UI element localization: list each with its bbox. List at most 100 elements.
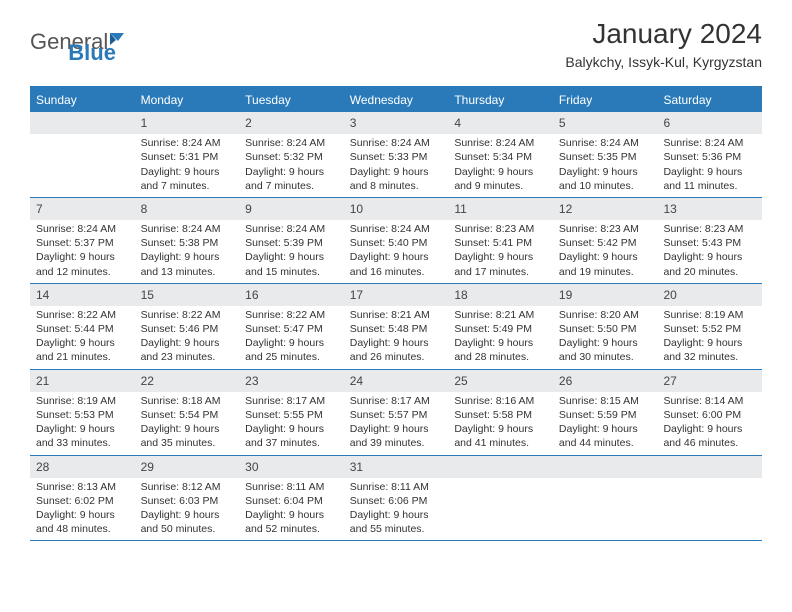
day-number: 22 [135, 370, 240, 392]
day-cell: 28Sunrise: 8:13 AMSunset: 6:02 PMDayligh… [30, 456, 135, 541]
day-details: Sunrise: 8:11 AMSunset: 6:04 PMDaylight:… [239, 478, 344, 541]
day-cell [30, 112, 135, 197]
day-cell: 5Sunrise: 8:24 AMSunset: 5:35 PMDaylight… [553, 112, 658, 197]
daylight-text: Daylight: 9 hours and 26 minutes. [350, 336, 443, 364]
day-details: Sunrise: 8:22 AMSunset: 5:47 PMDaylight:… [239, 306, 344, 369]
logo-text-blue: Blue [68, 40, 116, 66]
day-cell: 1Sunrise: 8:24 AMSunset: 5:31 PMDaylight… [135, 112, 240, 197]
sunset-text: Sunset: 5:41 PM [454, 236, 547, 250]
sunrise-text: Sunrise: 8:24 AM [350, 136, 443, 150]
day-number [448, 456, 553, 478]
day-details: Sunrise: 8:24 AMSunset: 5:38 PMDaylight:… [135, 220, 240, 283]
sunrise-text: Sunrise: 8:19 AM [36, 394, 129, 408]
sunset-text: Sunset: 5:31 PM [141, 150, 234, 164]
week-row: 14Sunrise: 8:22 AMSunset: 5:44 PMDayligh… [30, 284, 762, 370]
sunrise-text: Sunrise: 8:23 AM [663, 222, 756, 236]
sunrise-text: Sunrise: 8:18 AM [141, 394, 234, 408]
sunrise-text: Sunrise: 8:22 AM [141, 308, 234, 322]
month-title: January 2024 [565, 18, 762, 50]
weeks-container: 1Sunrise: 8:24 AMSunset: 5:31 PMDaylight… [30, 112, 762, 541]
day-details: Sunrise: 8:18 AMSunset: 5:54 PMDaylight:… [135, 392, 240, 455]
day-number: 30 [239, 456, 344, 478]
sunrise-text: Sunrise: 8:24 AM [141, 136, 234, 150]
day-cell: 26Sunrise: 8:15 AMSunset: 5:59 PMDayligh… [553, 370, 658, 455]
sunset-text: Sunset: 5:58 PM [454, 408, 547, 422]
day-number: 10 [344, 198, 449, 220]
day-number: 16 [239, 284, 344, 306]
daylight-text: Daylight: 9 hours and 30 minutes. [559, 336, 652, 364]
day-details: Sunrise: 8:17 AMSunset: 5:55 PMDaylight:… [239, 392, 344, 455]
day-cell: 30Sunrise: 8:11 AMSunset: 6:04 PMDayligh… [239, 456, 344, 541]
day-number: 12 [553, 198, 658, 220]
week-row: 28Sunrise: 8:13 AMSunset: 6:02 PMDayligh… [30, 456, 762, 542]
day-details: Sunrise: 8:24 AMSunset: 5:31 PMDaylight:… [135, 134, 240, 197]
sunrise-text: Sunrise: 8:24 AM [559, 136, 652, 150]
sunset-text: Sunset: 5:33 PM [350, 150, 443, 164]
day-details: Sunrise: 8:24 AMSunset: 5:39 PMDaylight:… [239, 220, 344, 283]
day-details: Sunrise: 8:19 AMSunset: 5:52 PMDaylight:… [657, 306, 762, 369]
sunrise-text: Sunrise: 8:15 AM [559, 394, 652, 408]
day-details: Sunrise: 8:24 AMSunset: 5:37 PMDaylight:… [30, 220, 135, 283]
day-header-cell: Friday [553, 88, 658, 112]
day-cell: 11Sunrise: 8:23 AMSunset: 5:41 PMDayligh… [448, 198, 553, 283]
sunset-text: Sunset: 5:38 PM [141, 236, 234, 250]
day-cell: 20Sunrise: 8:19 AMSunset: 5:52 PMDayligh… [657, 284, 762, 369]
day-details: Sunrise: 8:24 AMSunset: 5:34 PMDaylight:… [448, 134, 553, 197]
daylight-text: Daylight: 9 hours and 25 minutes. [245, 336, 338, 364]
sunrise-text: Sunrise: 8:22 AM [245, 308, 338, 322]
day-header-cell: Thursday [448, 88, 553, 112]
sunset-text: Sunset: 5:54 PM [141, 408, 234, 422]
day-cell: 23Sunrise: 8:17 AMSunset: 5:55 PMDayligh… [239, 370, 344, 455]
day-cell: 13Sunrise: 8:23 AMSunset: 5:43 PMDayligh… [657, 198, 762, 283]
day-number: 7 [30, 198, 135, 220]
daylight-text: Daylight: 9 hours and 17 minutes. [454, 250, 547, 278]
sunrise-text: Sunrise: 8:12 AM [141, 480, 234, 494]
week-row: 7Sunrise: 8:24 AMSunset: 5:37 PMDaylight… [30, 198, 762, 284]
day-cell: 7Sunrise: 8:24 AMSunset: 5:37 PMDaylight… [30, 198, 135, 283]
sunset-text: Sunset: 5:50 PM [559, 322, 652, 336]
sunset-text: Sunset: 5:48 PM [350, 322, 443, 336]
day-cell: 6Sunrise: 8:24 AMSunset: 5:36 PMDaylight… [657, 112, 762, 197]
day-cell [553, 456, 658, 541]
daylight-text: Daylight: 9 hours and 12 minutes. [36, 250, 129, 278]
day-details: Sunrise: 8:16 AMSunset: 5:58 PMDaylight:… [448, 392, 553, 455]
sunset-text: Sunset: 6:00 PM [663, 408, 756, 422]
day-details: Sunrise: 8:24 AMSunset: 5:36 PMDaylight:… [657, 134, 762, 197]
sunset-text: Sunset: 5:36 PM [663, 150, 756, 164]
day-cell: 16Sunrise: 8:22 AMSunset: 5:47 PMDayligh… [239, 284, 344, 369]
day-cell: 10Sunrise: 8:24 AMSunset: 5:40 PMDayligh… [344, 198, 449, 283]
day-details: Sunrise: 8:22 AMSunset: 5:44 PMDaylight:… [30, 306, 135, 369]
sunset-text: Sunset: 5:47 PM [245, 322, 338, 336]
day-number: 8 [135, 198, 240, 220]
daylight-text: Daylight: 9 hours and 50 minutes. [141, 508, 234, 536]
day-details: Sunrise: 8:23 AMSunset: 5:43 PMDaylight:… [657, 220, 762, 283]
day-number: 17 [344, 284, 449, 306]
day-number: 9 [239, 198, 344, 220]
sunset-text: Sunset: 5:44 PM [36, 322, 129, 336]
daylight-text: Daylight: 9 hours and 15 minutes. [245, 250, 338, 278]
day-cell: 31Sunrise: 8:11 AMSunset: 6:06 PMDayligh… [344, 456, 449, 541]
day-details: Sunrise: 8:13 AMSunset: 6:02 PMDaylight:… [30, 478, 135, 541]
sunset-text: Sunset: 5:59 PM [559, 408, 652, 422]
sunset-text: Sunset: 5:40 PM [350, 236, 443, 250]
day-details: Sunrise: 8:23 AMSunset: 5:41 PMDaylight:… [448, 220, 553, 283]
day-cell: 25Sunrise: 8:16 AMSunset: 5:58 PMDayligh… [448, 370, 553, 455]
page-header: General Blue January 2024 Balykchy, Issy… [0, 0, 792, 78]
day-number: 2 [239, 112, 344, 134]
sunrise-text: Sunrise: 8:24 AM [245, 136, 338, 150]
daylight-text: Daylight: 9 hours and 32 minutes. [663, 336, 756, 364]
day-details: Sunrise: 8:17 AMSunset: 5:57 PMDaylight:… [344, 392, 449, 455]
daylight-text: Daylight: 9 hours and 35 minutes. [141, 422, 234, 450]
week-row: 1Sunrise: 8:24 AMSunset: 5:31 PMDaylight… [30, 112, 762, 198]
sunset-text: Sunset: 5:39 PM [245, 236, 338, 250]
daylight-text: Daylight: 9 hours and 7 minutes. [141, 165, 234, 193]
sunset-text: Sunset: 5:52 PM [663, 322, 756, 336]
daylight-text: Daylight: 9 hours and 19 minutes. [559, 250, 652, 278]
day-details: Sunrise: 8:14 AMSunset: 6:00 PMDaylight:… [657, 392, 762, 455]
day-details: Sunrise: 8:23 AMSunset: 5:42 PMDaylight:… [553, 220, 658, 283]
daylight-text: Daylight: 9 hours and 44 minutes. [559, 422, 652, 450]
sunrise-text: Sunrise: 8:24 AM [141, 222, 234, 236]
day-number [657, 456, 762, 478]
sunrise-text: Sunrise: 8:22 AM [36, 308, 129, 322]
day-cell: 4Sunrise: 8:24 AMSunset: 5:34 PMDaylight… [448, 112, 553, 197]
